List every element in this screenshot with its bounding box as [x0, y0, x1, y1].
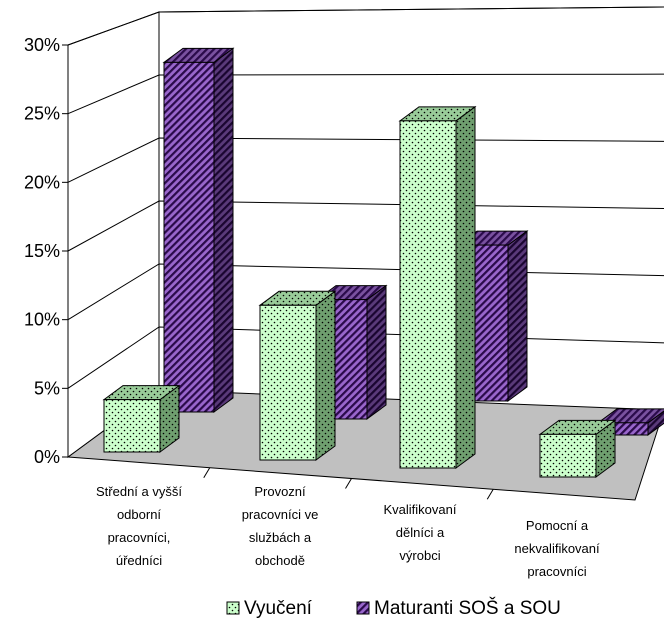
legend-swatch-vyuceni	[226, 601, 240, 615]
y-tick-label: 25%	[24, 104, 60, 124]
x-tick	[486, 488, 494, 500]
legend-label-maturanti: Maturanti SOŠ a SOU	[374, 597, 561, 619]
x-axis: Střední a vyšší odborní pracovníci, úředníc…	[96, 467, 600, 579]
y-tick-label: 30%	[24, 35, 60, 55]
category-label: Kvalifikovaní dělníci a výrobci	[384, 502, 457, 563]
category-label: Pomocní a nekvalifikovaní pracovníci	[514, 518, 600, 579]
y-tick-label: 20%	[24, 172, 60, 192]
category-label: Provozní pracovníci ve službách a obchodě	[242, 484, 319, 568]
x-tick	[345, 478, 352, 489]
legend: Vyučení Maturanti SOŠ a SOU	[226, 597, 561, 619]
category-label: Střední a vyšší odborní pracovníci, úředníc…	[96, 484, 182, 568]
bar-maturanti	[456, 230, 529, 402]
gridline	[67, 73, 664, 115]
legend-label-vyuceni: Vyučení	[244, 598, 313, 619]
legend-swatch-maturanti	[356, 601, 370, 615]
bar-vyuceni	[258, 290, 337, 461]
x-tick	[203, 467, 211, 479]
gridline	[67, 6, 664, 46]
y-axis: 0% 5% 10% 15% 20% 25% 30%	[24, 35, 68, 467]
y-tick-label: 0%	[34, 447, 60, 467]
y-tick-label: 5%	[34, 378, 60, 398]
gridline	[67, 137, 664, 183]
bar-vyuceni	[398, 105, 477, 469]
bars	[102, 47, 664, 478]
bar-vyuceni	[102, 384, 181, 453]
bar-maturanti	[162, 47, 235, 413]
bar-vyuceni	[538, 419, 617, 478]
gridline	[67, 200, 664, 252]
y-tick-label: 10%	[24, 310, 60, 330]
y-tick-label: 15%	[24, 241, 60, 261]
